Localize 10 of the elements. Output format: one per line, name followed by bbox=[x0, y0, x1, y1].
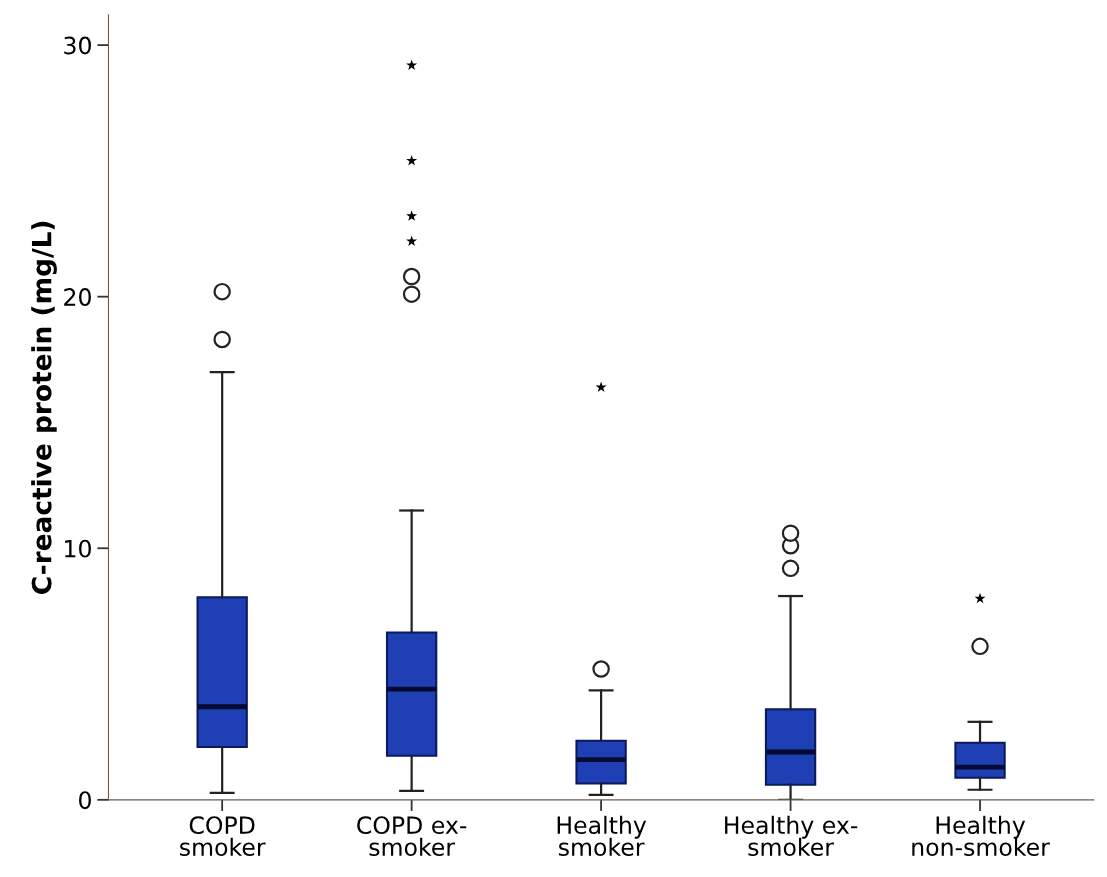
x-tick-label: COPD smoker bbox=[180, 816, 266, 857]
y-tick-label: 0 bbox=[79, 791, 91, 810]
y-tick-label: 20 bbox=[64, 288, 91, 306]
x-tick-label: Healthy smoker bbox=[557, 815, 647, 857]
y-axis-title: C-reactive protein (mg/L) bbox=[31, 221, 57, 594]
y-tick-label: 30 bbox=[64, 36, 91, 55]
x-tick-label: Healthy non-smoker bbox=[912, 815, 1050, 857]
x-tick-label: Healthy ex- smoker bbox=[725, 815, 858, 857]
x-tick-label: COPD ex- smoker bbox=[357, 816, 467, 857]
y-tick-label: 10 bbox=[65, 539, 91, 558]
